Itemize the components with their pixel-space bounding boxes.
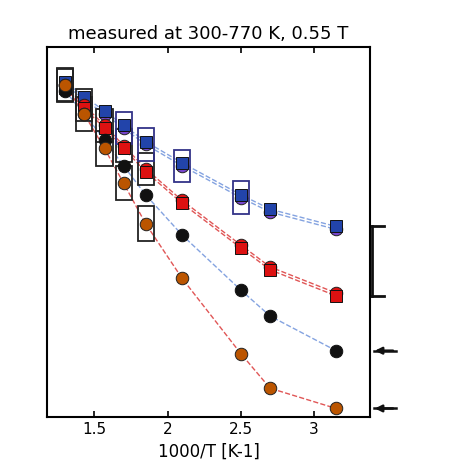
X-axis label: 1000/T [K-1]: 1000/T [K-1]	[158, 443, 259, 461]
Title: measured at 300-770 K, 0.55 T: measured at 300-770 K, 0.55 T	[68, 25, 349, 43]
